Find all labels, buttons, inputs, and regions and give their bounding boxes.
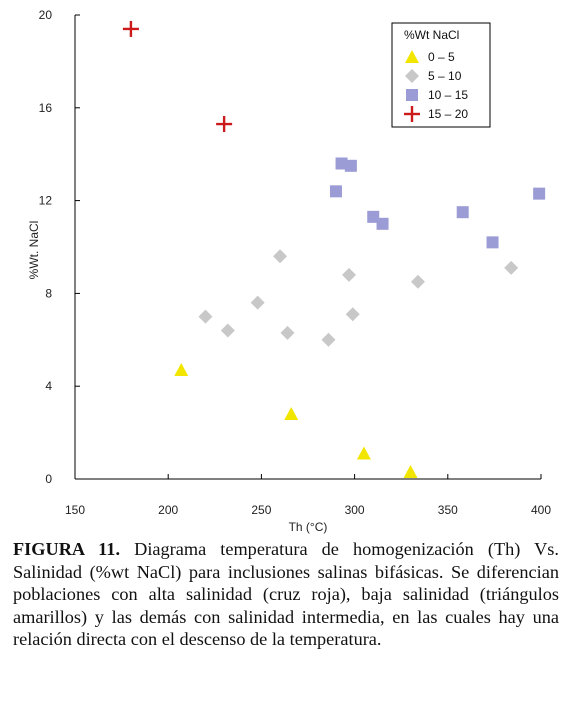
point-s3-0 [122,20,139,37]
y-tick-label-4: 16 [39,101,53,115]
point-s1-9 [504,260,519,275]
point-s1-5 [321,332,336,347]
point-s2-0 [329,185,342,198]
legend-marker-3 [404,106,420,122]
point-s0-0 [174,362,189,376]
point-s2-4 [376,217,389,230]
y-tick-label-1: 4 [45,379,52,393]
legend-label-0: 0 – 5 [428,50,455,64]
x-tick-label-0: 150 [65,503,85,517]
caption-text: Diagrama temperatura de homogenización (… [13,539,559,650]
point-s1-7 [345,307,360,322]
point-s1-8 [410,274,425,289]
legend-label-1: 5 – 10 [428,69,462,83]
point-s2-2 [344,159,357,172]
point-s1-0 [198,309,213,324]
y-tick-label-0: 0 [45,472,52,486]
scatter-chart: 150 200 250 300 350 400 0 4 8 12 16 20 %Wt NaCl 0 – … [27,8,552,534]
point-s1-3 [273,249,288,264]
point-s1-4 [280,325,295,340]
point-s2-3 [367,210,380,223]
point-s1-2 [250,295,265,310]
y-tick-label-3: 12 [39,194,53,208]
x-tick-label-2: 250 [251,503,271,517]
legend-marker-0 [405,50,419,63]
legend-label-3: 15 – 20 [428,107,468,121]
x-tick-label-1: 200 [158,503,178,517]
legend-marker-1 [405,69,419,83]
point-s1-6 [342,267,357,282]
y-tick-label-2: 8 [45,286,52,300]
point-s2-7 [533,187,546,200]
point-s0-3 [403,465,418,479]
legend-label-2: 10 – 15 [428,88,468,102]
point-s2-6 [486,236,499,249]
point-s2-5 [456,206,469,219]
point-s0-2 [356,446,371,460]
axes: 150 200 250 300 350 400 0 4 8 12 16 20 [39,8,552,517]
point-s2-1 [335,157,348,170]
y-tick-label-5: 20 [39,8,53,22]
caption-label: FIGURA 11. [13,539,121,559]
point-s1-1 [220,323,235,338]
x-axis-label: Th (°C) [289,520,328,534]
figure-caption: FIGURA 11. Diagrama temperatura de homog… [13,538,559,651]
legend: %Wt NaCl 0 – 5 5 – 10 10 – 15 15 – 20 [391,22,491,128]
x-tick-label-3: 300 [345,503,365,517]
x-tick-label-5: 400 [531,503,551,517]
data-points [122,20,546,479]
legend-marker-2 [406,89,418,101]
point-s3-1 [216,116,233,133]
legend-title: %Wt NaCl [404,28,459,42]
point-s0-1 [284,407,299,421]
x-tick-label-4: 350 [438,503,458,517]
y-axis-label: %Wt. NaCl [27,221,41,280]
